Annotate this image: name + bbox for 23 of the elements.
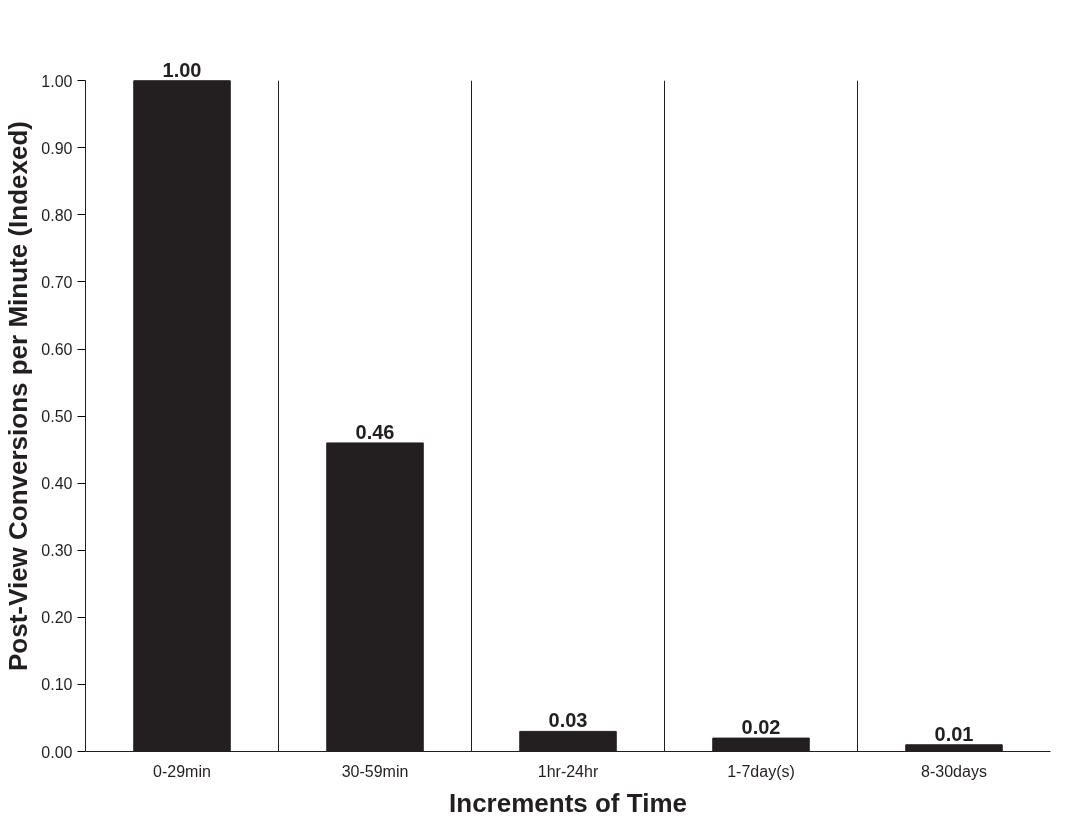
y-axis-title: Post-View Conversions per Minute (Indexed) xyxy=(3,121,34,671)
data-label: 0.03 xyxy=(548,709,588,732)
data-label: 1.00 xyxy=(162,58,202,81)
y-tick-label: 1.00 xyxy=(41,72,73,90)
y-tick-label: 0.60 xyxy=(41,341,73,359)
data-label: 0.02 xyxy=(741,716,781,739)
y-tick-label: 0.40 xyxy=(41,475,73,493)
x-tick-label: 1-7day(s) xyxy=(727,762,795,780)
y-tick-label: 0.30 xyxy=(41,542,73,560)
data-label: 0.01 xyxy=(934,722,974,745)
x-tick-label: 0-29min xyxy=(153,762,211,780)
y-tick-label: 0.50 xyxy=(41,408,73,426)
x-tick-label: 1hr-24hr xyxy=(537,762,599,780)
y-tick-label: 0.70 xyxy=(41,273,73,291)
x-tick-label: 8-30days xyxy=(921,762,987,780)
x-tick-label: 30-59min xyxy=(341,762,409,780)
data-label: 0.46 xyxy=(355,420,395,443)
x-axis-title: Increments of Time xyxy=(449,787,687,818)
y-tick-label: 0.20 xyxy=(41,609,73,627)
y-tick-label: 0.10 xyxy=(41,676,73,694)
y-tick-label: 0.90 xyxy=(41,139,73,157)
y-tick-label: 0.80 xyxy=(41,206,73,224)
y-tick-label: 0.00 xyxy=(41,743,73,761)
